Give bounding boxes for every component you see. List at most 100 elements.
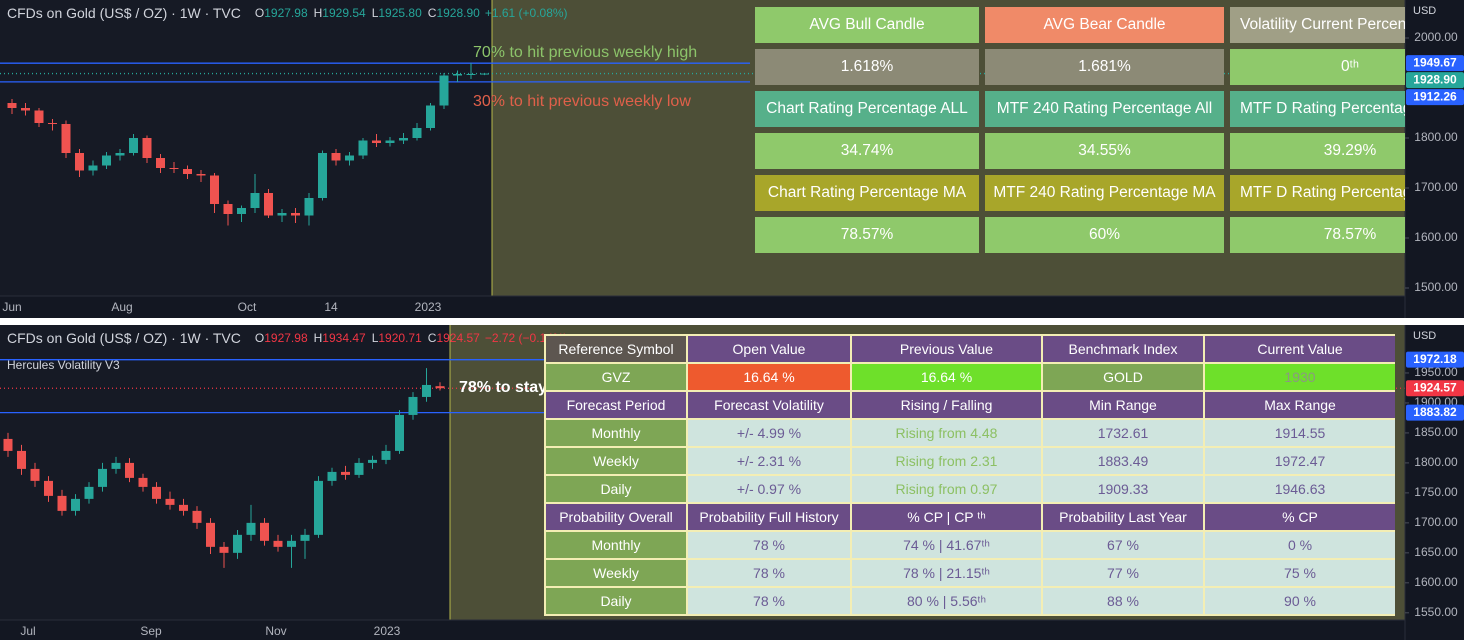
candle-body	[341, 471, 350, 475]
candle-body	[331, 153, 341, 161]
stat-value: 1.618%	[755, 49, 979, 85]
table-row: Daily +/- 0.97 % Rising from 0.97 1909.33 19…	[544, 474, 1395, 504]
candle-body	[152, 486, 161, 499]
candle-body	[34, 110, 44, 123]
stat-header: AVG Bear Candle	[985, 7, 1224, 43]
candle-body	[395, 414, 404, 451]
candle-body	[408, 396, 418, 415]
table-cell: Benchmark Index	[1041, 334, 1205, 364]
table-cell: Weekly	[544, 446, 688, 476]
candle-body	[246, 522, 256, 535]
candle-body	[48, 123, 57, 124]
panel-separator	[0, 318, 1464, 325]
candle-body	[237, 208, 246, 214]
x-tick-label: 2023	[415, 300, 442, 314]
table-cell: 80 % | 5.56ᵗʰ	[850, 586, 1043, 616]
candle-body	[196, 174, 206, 176]
table-cell: Probability Full History	[686, 502, 852, 532]
table-cell: 74 % | 41.67ᵗʰ	[850, 530, 1043, 560]
candle-body	[358, 140, 368, 156]
table-cell: % CP	[1203, 502, 1395, 532]
price-tag	[1406, 351, 1464, 368]
table-cell: 78 %	[686, 586, 852, 616]
candle-body	[183, 169, 192, 174]
price-axis	[1405, 325, 1464, 620]
x-tick-label: Sep	[140, 624, 162, 638]
annotation: 70% to hit previous weekly high	[473, 44, 697, 61]
ohlc-value: 1927.98	[264, 6, 308, 20]
price-tag	[1406, 55, 1464, 72]
table-row: Weekly +/- 2.31 % Rising from 2.31 1883.49 1…	[544, 446, 1395, 476]
table-cell: 16.64 %	[850, 362, 1043, 392]
price-axis	[1405, 0, 1464, 296]
candle-body	[250, 193, 260, 208]
table-cell: Rising / Falling	[850, 390, 1043, 420]
y-tick-label: 1600.00	[1414, 575, 1458, 589]
candle-body	[291, 213, 300, 216]
candle-body	[111, 462, 121, 469]
candle-body	[381, 450, 391, 460]
volatility-table: Reference Symbol Open Value Previous Value…	[544, 334, 1395, 620]
candle-body	[138, 477, 148, 487]
table-cell: Weekly	[544, 558, 688, 588]
change: +1.61 (+0.08%)	[485, 6, 568, 20]
indicator-name: Hercules Volatility V3	[7, 358, 120, 372]
candle-body	[277, 213, 287, 216]
table-cell: +/- 0.97 %	[686, 474, 852, 504]
stat-value: 78.57%	[755, 217, 979, 253]
stat-value: 60%	[985, 217, 1224, 253]
ohlc-key: H	[314, 6, 323, 20]
candle-body	[219, 546, 229, 553]
candle-body	[192, 510, 202, 523]
table-cell: Daily	[544, 586, 688, 616]
candle-body	[142, 138, 152, 158]
candle-body	[115, 153, 125, 156]
y-tick-label: 1650.00	[1414, 545, 1458, 559]
ohlc-key: L	[372, 6, 379, 20]
stat-header: Chart Rating Percentage ALL	[755, 91, 979, 127]
table-cell: 1732.61	[1041, 418, 1205, 448]
table-cell: 78 %	[686, 558, 852, 588]
candle-body	[439, 75, 449, 106]
x-tick-label: 14	[324, 300, 338, 314]
table-cell: 1909.33	[1041, 474, 1205, 504]
price-tag-label: 1972.18	[1413, 352, 1457, 366]
table-cell: % CP | CP ᵗʰ	[850, 502, 1043, 532]
table-cell: 67 %	[1041, 530, 1205, 560]
ohlc-value: 1920.71	[378, 331, 422, 345]
price-tag	[1406, 72, 1464, 89]
y-tick-label: 1550.00	[1414, 605, 1458, 619]
table-cell: GVZ	[544, 362, 688, 392]
candle-body	[17, 450, 26, 469]
table-cell: Rising from 0.97	[850, 474, 1043, 504]
table-cell: +/- 2.31 %	[686, 446, 852, 476]
y-tick-label: 1950.00	[1414, 365, 1458, 379]
table-cell: 90 %	[1203, 586, 1395, 616]
table-row: Daily 78 % 80 % | 5.56ᵗʰ 88 % 90 %	[544, 586, 1395, 616]
candle-body	[98, 468, 107, 487]
candle-body	[318, 153, 327, 198]
candle-body	[304, 198, 314, 216]
table-cell: 0 %	[1203, 530, 1395, 560]
candle-body	[30, 468, 40, 481]
candle-body	[422, 384, 431, 397]
table-cell: Rising from 2.31	[850, 446, 1043, 476]
candle-body	[300, 534, 310, 541]
ohlc-key: O	[255, 331, 264, 345]
stat-value: 34.55%	[985, 133, 1224, 169]
candle-body	[165, 498, 175, 505]
y-tick-label: 1800.00	[1414, 130, 1458, 144]
candle-body	[314, 480, 323, 535]
x-tick-label: Jun	[2, 300, 21, 314]
stat-value: 1.681%	[985, 49, 1224, 85]
candle-body	[399, 138, 408, 141]
table-cell: Min Range	[1041, 390, 1205, 420]
candle-body	[156, 158, 165, 168]
stat-header: MTF 240 Rating Percentage MA	[985, 175, 1224, 211]
table-row: Reference Symbol Open Value Previous Value…	[544, 334, 1395, 364]
candle-body	[435, 386, 445, 389]
candle-body	[453, 74, 462, 76]
ohlc-value: 1934.47	[322, 331, 366, 345]
time-axis	[0, 620, 1464, 640]
